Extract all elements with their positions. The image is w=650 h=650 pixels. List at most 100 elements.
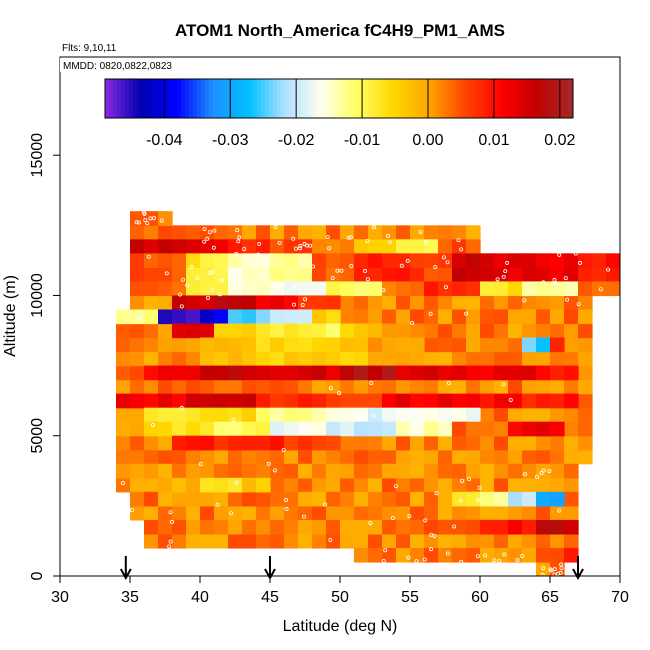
heatmap-cell [340,519,355,535]
heatmap-cell [536,421,551,437]
flight-arrows [119,556,584,581]
track-point [535,474,540,479]
track-point [434,491,439,496]
heatmap-cell [550,519,565,535]
heatmap-cell [522,421,537,437]
heatmap-cell [298,323,313,339]
heatmap-cell [522,533,537,549]
heatmap-cell [312,491,327,507]
heatmap-cell [536,267,551,283]
heatmap-cell [410,267,425,283]
heatmap-cell [564,323,579,339]
heatmap-cell [494,519,509,535]
track-point [483,553,488,558]
heatmap-cell [382,365,397,381]
heatmap-cell [354,477,369,493]
heatmap-cell [144,491,159,507]
track-point [177,292,182,297]
arrow-head [264,568,276,581]
heatmap-cell [438,421,453,437]
track-point [502,552,507,557]
heatmap-cell [466,421,481,437]
heatmap-cell [410,253,425,269]
heatmap-cell [242,365,257,381]
colorbar-swatch [449,79,454,118]
track-point [540,572,545,576]
heatmap-cell [284,309,299,325]
heatmap-cell [200,295,215,311]
track-point [456,238,461,243]
heatmap-cell [606,253,620,269]
colorbar-swatch [253,79,258,118]
heatmap-cell [508,491,523,507]
heatmap-cell [242,323,257,339]
heatmap-cell [536,463,551,479]
colorbar-swatch [569,79,574,118]
track-point [335,268,340,273]
heatmap-cell [438,253,453,269]
heatmap-cell [326,379,341,395]
heatmap-cell [284,253,299,269]
x-tick-label: 65 [541,589,559,606]
heatmap-cell [326,337,341,353]
heatmap-cell [130,435,145,451]
heatmap-cell [452,547,467,563]
heatmap-cell [340,281,355,297]
heatmap-cell [186,351,201,367]
heatmap-cell [550,547,565,563]
heatmap-cell [144,379,159,395]
heatmap-cell [158,323,173,339]
heatmap-cell [228,393,243,409]
colorbar-swatch [505,79,510,118]
heatmap-cell [564,281,579,297]
track-point [148,216,153,221]
heatmap-cell [172,295,187,311]
colorbar-swatch [113,79,118,118]
heatmap-cell [424,407,439,423]
heatmap-cell [214,519,229,535]
heatmap-cell [354,393,369,409]
heatmap-cell [508,505,523,521]
heatmap-cell [298,421,313,437]
colorbar-swatch [129,79,134,118]
heatmap-cell [158,463,173,479]
colorbar-swatch [233,79,238,118]
heatmap-cell [480,449,495,465]
heatmap-cell [172,379,187,395]
colorbar-swatch [125,79,130,118]
track-point [277,240,282,245]
heatmap-cell [466,267,481,283]
heatmap-cell [508,323,523,339]
heatmap-cell [312,323,327,339]
heatmap-cell [228,225,243,240]
heatmap-cell [354,407,369,423]
colorbar-swatch [301,79,306,118]
heatmap-cell [158,449,173,465]
heatmap-cell [312,337,327,353]
heatmap-cell [158,337,173,353]
heatmap-cell [480,491,495,507]
track-point [547,469,552,474]
heatmap-cell [228,351,243,367]
heatmap-cell [368,449,383,465]
heatmap-cell [410,337,425,353]
track-point [237,235,242,240]
colorbar-swatch [501,79,506,118]
colorbar-swatch [165,79,170,118]
heatmap-cell [186,463,201,479]
track-point [348,235,353,240]
heatmap-cell [410,281,425,297]
heatmap-cell [508,449,523,465]
heatmap-cell [200,365,215,381]
colorbar-swatch [541,79,546,118]
heatmap-cell [312,365,327,381]
heatmap-cell [536,505,551,521]
heatmap-cell [158,435,173,451]
heatmap-cell [200,323,215,339]
heatmap-cell [214,239,229,254]
heatmap-cell [480,267,495,283]
heatmap-cell [214,407,229,423]
heatmap-cell [312,239,327,254]
x-tick-label: 50 [331,589,349,606]
heatmap-cell [466,337,481,353]
